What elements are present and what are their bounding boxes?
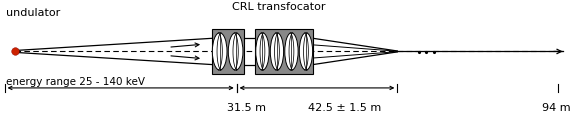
Text: undulator: undulator [6, 8, 60, 18]
Bar [212, 29, 244, 75]
Ellipse shape [299, 33, 313, 71]
Text: energy range 25 - 140 keV: energy range 25 - 140 keV [6, 76, 145, 86]
Text: 31.5 m: 31.5 m [227, 102, 266, 112]
Text: CRL transfocator: CRL transfocator [231, 2, 325, 12]
Text: 42.5 ± 1.5 m: 42.5 ± 1.5 m [309, 102, 382, 112]
Ellipse shape [256, 33, 269, 71]
Ellipse shape [212, 33, 227, 71]
Ellipse shape [270, 33, 284, 71]
Ellipse shape [285, 33, 298, 71]
Ellipse shape [229, 33, 243, 71]
Bar [255, 29, 313, 75]
Text: 94 m: 94 m [542, 102, 571, 112]
